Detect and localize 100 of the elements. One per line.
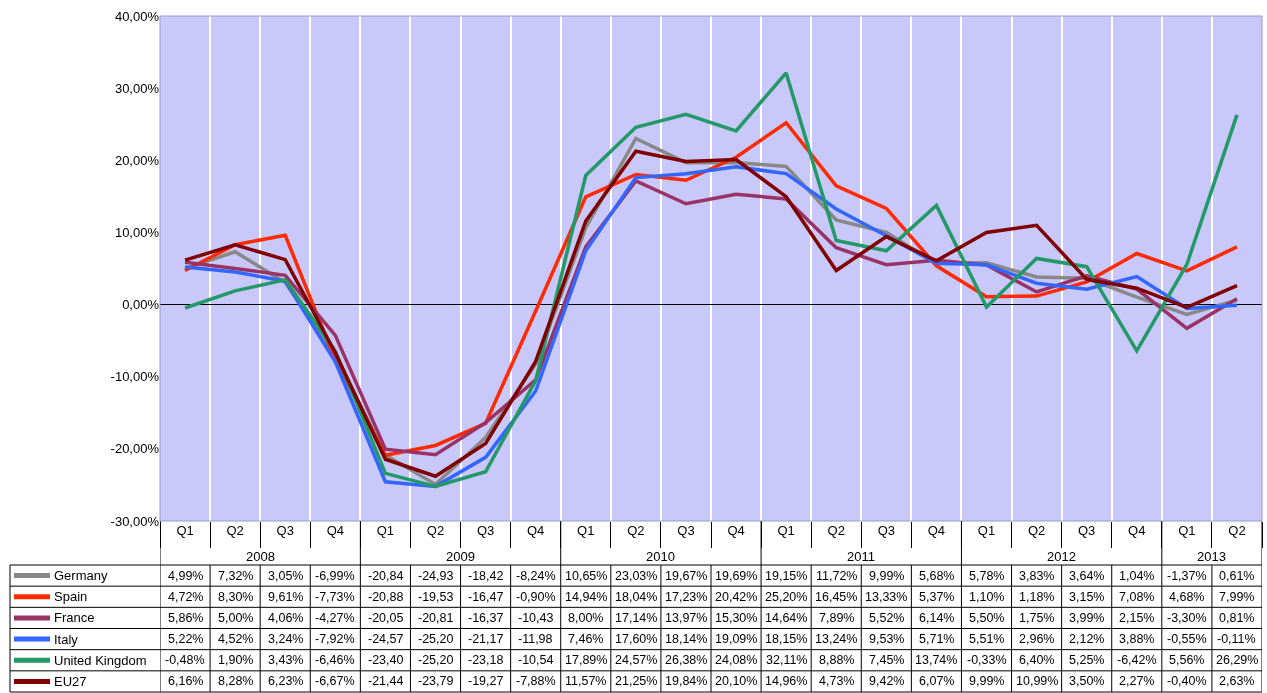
data-label: 0,81% [1219, 611, 1255, 625]
data-label: 10,65% [565, 569, 608, 583]
data-label: -20,88 [368, 590, 404, 604]
data-label: 3,05% [268, 569, 304, 583]
data-label: -0,48% [165, 653, 205, 667]
data-label: 8,88% [819, 653, 855, 667]
data-label: -6,42% [1117, 653, 1157, 667]
data-label: -11,98 [518, 632, 553, 646]
data-label: 5,51% [969, 632, 1005, 646]
x-tick-label: Q1 [376, 523, 395, 538]
data-label: 14,96% [765, 674, 808, 688]
data-label: 19,67% [665, 569, 708, 583]
data-label: 4,06% [268, 611, 304, 625]
data-label: -20,05 [368, 611, 404, 625]
legend-label: EU27 [54, 674, 87, 689]
x-tick-label: Q3 [1078, 523, 1096, 538]
x-tick-label: Q4 [1128, 523, 1146, 538]
text: 2009 [446, 549, 475, 564]
data-label: 3,88% [1119, 632, 1155, 646]
data-label: 18,14% [665, 632, 708, 646]
data-label: -0,90% [516, 590, 556, 604]
legend-label: Spain [54, 589, 88, 604]
data-label: 25,20% [765, 590, 808, 604]
data-label: 5,56% [1169, 653, 1205, 667]
text: 2008 [246, 549, 275, 564]
x-tick-label: Q1 [1178, 523, 1196, 538]
data-label: 3,50% [1069, 674, 1105, 688]
data-label: 20,10% [715, 674, 758, 688]
data-label: -10,43 [518, 611, 554, 625]
data-label: 5,00% [218, 611, 254, 625]
data-label: -21,44 [368, 674, 404, 688]
x-tick-label: Q3 [877, 523, 895, 538]
data-label: -23,79 [418, 674, 454, 688]
text: 2013 [1197, 549, 1226, 564]
data-label: 3,64% [1069, 569, 1105, 583]
data-label: 3,43% [268, 653, 304, 667]
data-label: -4,27% [315, 611, 355, 625]
legend-label: Italy [54, 632, 79, 647]
x-tick-label: Q4 [326, 523, 344, 538]
x-tick-label: Q4 [927, 523, 946, 538]
data-label: 5,71% [919, 632, 955, 646]
data-label: 20,42% [715, 590, 758, 604]
data-label: -6,46% [315, 653, 355, 667]
data-label: 7,99% [1219, 590, 1255, 604]
data-label: 7,45% [869, 653, 905, 667]
data-label: 11,72% [816, 569, 858, 583]
data-label: -25,20 [418, 653, 454, 667]
text: 2012 [1047, 549, 1076, 564]
data-label: 5,78% [969, 569, 1005, 583]
x-tick-label: Q1 [977, 523, 996, 538]
data-label: -21,17 [468, 632, 504, 646]
x-tick-label: Q1 [577, 523, 595, 538]
data-label: -19,53 [418, 590, 454, 604]
data-label: -20,84 [368, 569, 404, 583]
data-label: 19,09% [715, 632, 758, 646]
data-label: -6,67% [315, 674, 355, 688]
data-label: 1,04% [1119, 569, 1155, 583]
data-label: 19,84% [665, 674, 708, 688]
x-tick-label: Q4 [727, 523, 745, 538]
data-label: 24,57% [615, 653, 658, 667]
data-label: -23,18 [468, 653, 504, 667]
data-label: 5,86% [168, 611, 204, 625]
data-label: -0,40% [1167, 674, 1207, 688]
data-label: 5,22% [168, 632, 204, 646]
data-label: -19,27 [468, 674, 504, 688]
data-label: 6,07% [919, 674, 955, 688]
data-label: -7,92% [315, 632, 355, 646]
data-label: 4,73% [819, 674, 855, 688]
data-label: -1,37% [1167, 569, 1207, 583]
data-label: 17,14% [615, 611, 658, 625]
data-label: 5,52% [869, 611, 905, 625]
y-tick-label: 10,00% [114, 224, 160, 240]
data-label: -23,40 [368, 653, 404, 667]
data-label: 26,29% [1216, 653, 1259, 667]
data-label: 3,83% [1019, 569, 1055, 583]
data-label: 19,15% [765, 569, 808, 583]
data-label: 9,99% [969, 674, 1005, 688]
data-label: 5,68% [919, 569, 955, 583]
data-label: 16,45% [815, 590, 858, 604]
data-label: -25,20 [418, 632, 454, 646]
data-label: 18,15% [765, 632, 808, 646]
data-label: 6,40% [1019, 653, 1055, 667]
data-label: 21,25% [615, 674, 658, 688]
data-label: 11,57% [565, 674, 607, 688]
data-label: 5,50% [969, 611, 1005, 625]
data-label: 24,08% [715, 653, 758, 667]
data-label: -10,54 [518, 653, 554, 667]
y-tick-label: -20,00% [110, 441, 160, 457]
x-tick-label: Q1 [777, 523, 795, 538]
data-label: 17,60% [615, 632, 658, 646]
data-label: -16,47 [468, 590, 504, 604]
data-label: 1,10% [969, 590, 1005, 604]
data-label: 9,99% [869, 569, 905, 583]
data-label: 15,30% [715, 611, 758, 625]
y-tick-label: 20,00% [114, 152, 160, 168]
x-tick-label: Q2 [426, 523, 445, 538]
data-label: 13,24% [815, 632, 858, 646]
data-label: 5,37% [919, 590, 955, 604]
data-label: 6,14% [919, 611, 955, 625]
data-label: 8,28% [218, 674, 254, 688]
